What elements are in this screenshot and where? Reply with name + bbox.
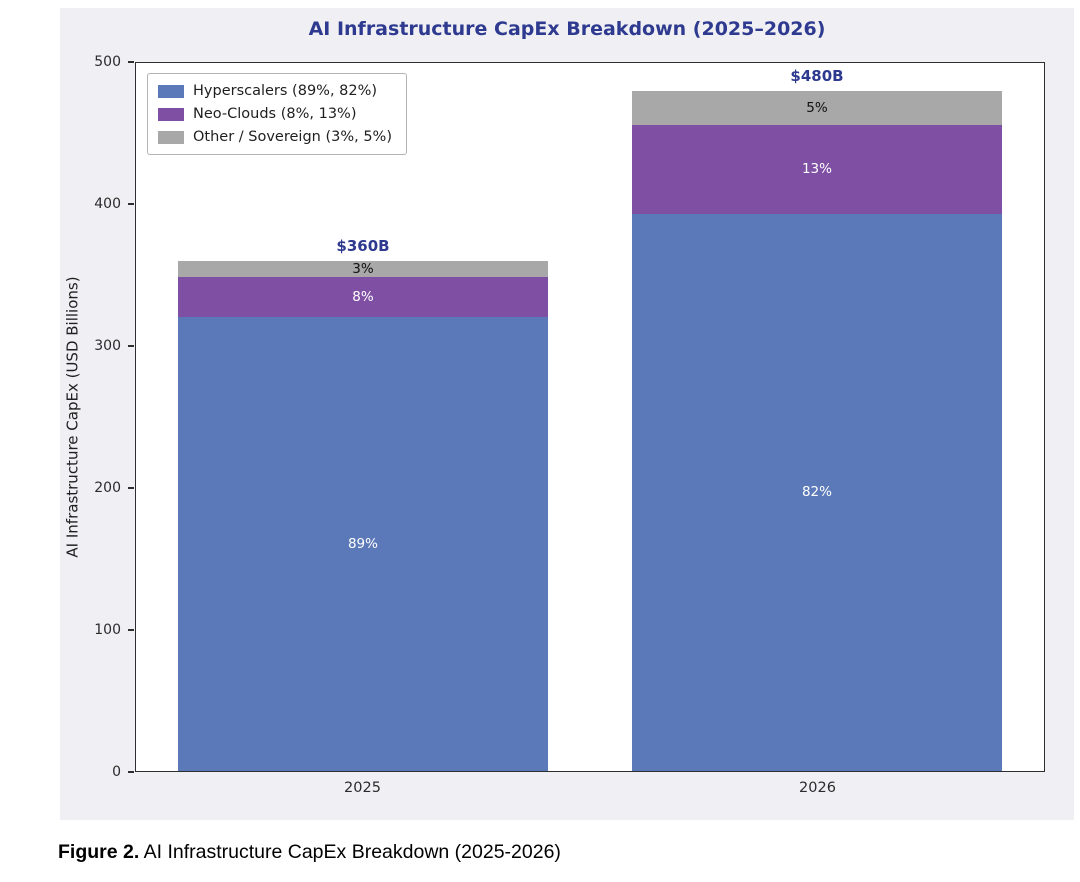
bar-segment: 5% xyxy=(632,91,1002,126)
legend-label-neo-clouds: Neo-Clouds (8%, 13%) xyxy=(193,106,357,122)
y-tick-label: 0 xyxy=(112,764,121,780)
bar-2026: $480B 5% 13% 82% xyxy=(632,67,1002,771)
y-tick-mark xyxy=(128,345,134,347)
y-tick-label: 400 xyxy=(94,196,121,212)
chart-figure: AI Infrastructure CapEx Breakdown (2025–… xyxy=(60,8,1074,820)
y-tick-mark xyxy=(128,487,134,489)
y-tick-label: 300 xyxy=(94,338,121,354)
legend: Hyperscalers (89%, 82%) Neo-Clouds (8%, … xyxy=(147,73,407,155)
bar-2025: $360B 3% 8% 89% xyxy=(178,237,548,771)
figure-caption-text: AI Infrastructure CapEx Breakdown (2025-… xyxy=(139,841,561,863)
chart-title: AI Infrastructure CapEx Breakdown (2025–… xyxy=(308,18,826,40)
y-tick-label: 500 xyxy=(94,54,121,70)
x-tick-label: 2025 xyxy=(344,780,381,796)
y-axis: 0 100 200 300 400 500 xyxy=(60,54,135,780)
y-tick-mark xyxy=(128,629,134,631)
y-tick-mark xyxy=(128,61,134,63)
figure-caption: Figure 2. AI Infrastructure CapEx Breakd… xyxy=(58,841,561,864)
bar-segment: 82% xyxy=(632,213,1002,771)
legend-item-neo-clouds: Neo-Clouds (8%, 13%) xyxy=(158,106,392,122)
plot-area: Hyperscalers (89%, 82%) Neo-Clouds (8%, … xyxy=(135,62,1045,772)
bar-segment: 8% xyxy=(178,276,548,318)
legend-item-other-sovereign: Other / Sovereign (3%, 5%) xyxy=(158,129,392,145)
bar-total-label: $480B xyxy=(790,67,844,86)
bar-segment: 89% xyxy=(178,317,548,771)
y-tick-label: 100 xyxy=(94,622,121,638)
y-tick-mark xyxy=(128,203,134,205)
legend-label-other-sovereign: Other / Sovereign (3%, 5%) xyxy=(193,129,392,145)
x-tick-label: 2026 xyxy=(799,780,836,796)
legend-swatch-neo-clouds-icon xyxy=(158,107,184,121)
x-axis: 2025 2026 xyxy=(135,774,1045,804)
bar-segment: 3% xyxy=(178,261,548,277)
legend-label-hyperscalers: Hyperscalers (89%, 82%) xyxy=(193,83,378,99)
figure-caption-prefix: Figure 2. xyxy=(58,841,140,863)
y-tick-mark xyxy=(128,771,134,773)
bar-segment: 13% xyxy=(632,125,1002,214)
legend-item-hyperscalers: Hyperscalers (89%, 82%) xyxy=(158,83,392,99)
legend-swatch-hyperscalers-icon xyxy=(158,84,184,98)
legend-swatch-other-sovereign-icon xyxy=(158,130,184,144)
y-tick-label: 200 xyxy=(94,480,121,496)
bar-total-label: $360B xyxy=(336,237,390,256)
